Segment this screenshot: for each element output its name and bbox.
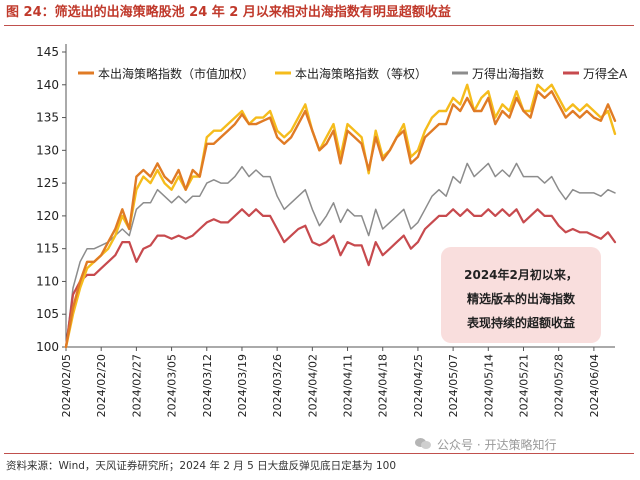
series-line-3 xyxy=(64,208,617,349)
watermark: 公众号 · 开达策略知行 xyxy=(415,435,556,453)
y-tick-label: 135 xyxy=(36,111,59,125)
chart-axes: 100 105 110 115 120 125 130 135 140 145 2024/02/05… xyxy=(36,44,615,417)
legend-label: 本出海策略指数（市值加权） xyxy=(98,66,254,81)
series-line-2 xyxy=(65,162,616,348)
x-tick-label: 2024/05/07 xyxy=(447,354,460,417)
x-tick-label: 2024/03/26 xyxy=(271,354,284,417)
series-line-0 xyxy=(64,90,617,349)
x-tick-label: 2024/04/18 xyxy=(377,354,390,417)
x-tick-label: 2024/05/21 xyxy=(518,354,531,417)
x-tick-label: 2024/03/05 xyxy=(166,354,179,417)
x-tick-label: 2024/04/25 xyxy=(412,354,425,417)
legend-label: 万得全A xyxy=(583,66,628,81)
y-tick-label: 110 xyxy=(36,274,59,288)
x-tick-label: 2024/02/20 xyxy=(95,354,108,417)
annotation-line-3: 表现持续的超额收益 xyxy=(466,316,575,330)
wechat-icon xyxy=(415,438,431,450)
line-chart: 100 105 110 115 120 125 130 135 140 145 2024/02/05… xyxy=(36,44,628,417)
x-tick-label: 2024/04/02 xyxy=(306,354,319,417)
x-tick-label: 2024/04/11 xyxy=(342,354,355,417)
y-tick-label: 100 xyxy=(36,340,59,354)
chart-legend: 本出海策略指数（市值加权） 本出海策略指数（等权） 万得出海指数 万得全A xyxy=(78,66,628,81)
y-tick-label: 120 xyxy=(36,209,59,223)
y-tick-label: 130 xyxy=(36,143,59,157)
x-tick-label: 2024/03/19 xyxy=(236,354,249,417)
series-layer xyxy=(64,83,617,349)
annotation-line-2: 精选版本的出海指数 xyxy=(466,292,575,306)
x-tick-label: 2024/05/28 xyxy=(553,354,566,417)
x-tick-label: 2024/06/04 xyxy=(588,354,601,417)
y-tick-label: 145 xyxy=(36,45,59,59)
x-tick-label: 2024/02/27 xyxy=(130,354,143,417)
source-note: 资料来源：Wind，天风证券研究所；2024 年 2 月 5 日大盘反弹见底日定… xyxy=(6,460,397,472)
figure-title: 图 24：筛选出的出海策略股池 24 年 2 月以来相对出海指数有明显超额收益 xyxy=(6,5,451,20)
legend-label: 万得出海指数 xyxy=(472,66,544,81)
watermark-text: 公众号 · 开达策略知行 xyxy=(437,437,557,452)
x-tick-label: 2024/03/12 xyxy=(201,354,214,417)
title-rule xyxy=(4,25,634,26)
legend-label: 本出海策略指数（等权） xyxy=(295,66,427,81)
y-tick-label: 115 xyxy=(36,242,59,256)
y-tick-label: 125 xyxy=(36,176,59,190)
y-tick-label: 105 xyxy=(36,307,59,321)
y-tick-label: 140 xyxy=(36,78,59,92)
x-tick-label: 2024/05/14 xyxy=(482,354,495,417)
x-tick-label: 2024/02/05 xyxy=(60,354,73,417)
annotation-line-1: 2024年2月初以来， xyxy=(464,268,578,282)
bottom-rule xyxy=(4,453,634,454)
annotation-box: 2024年2月初以来， 精选版本的出海指数 表现持续的超额收益 xyxy=(441,247,601,343)
